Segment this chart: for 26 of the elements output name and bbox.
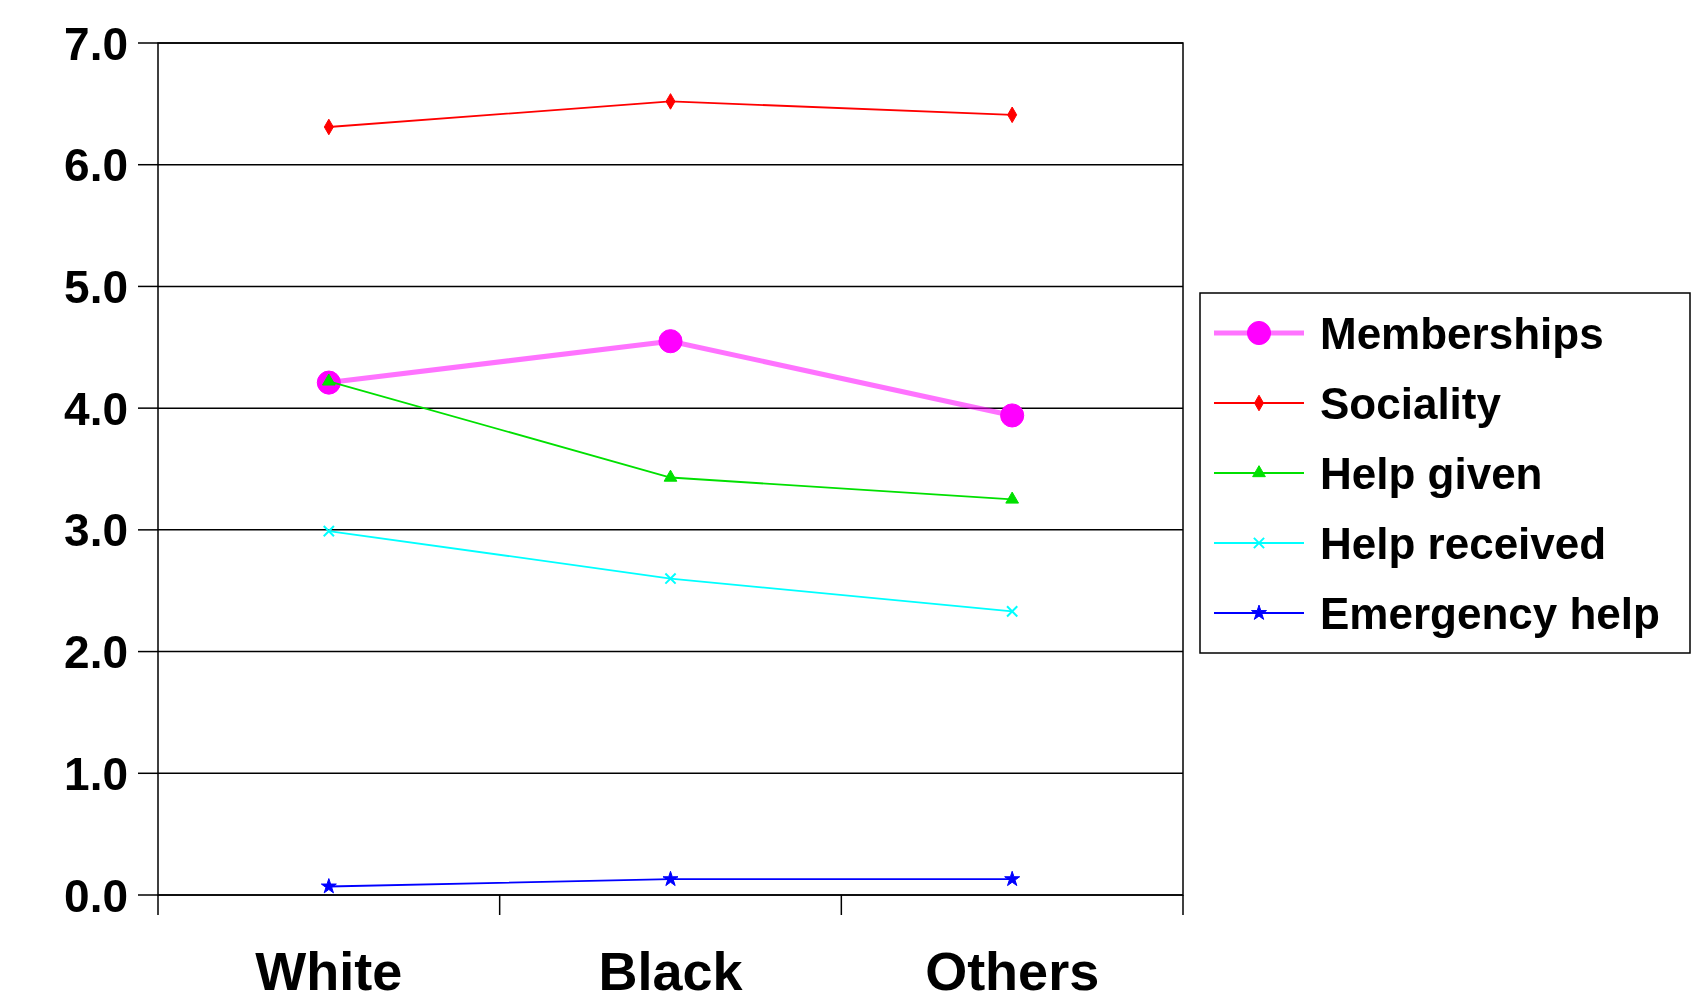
x-tick-label: Black (598, 941, 744, 1001)
x-tick-label: Others (925, 941, 1100, 1001)
legend-label: Emergency help (1320, 588, 1660, 638)
legend-label: Help given (1320, 448, 1543, 498)
legend-label: Memberships (1320, 308, 1604, 358)
legend-label: Sociality (1320, 378, 1502, 428)
y-tick-label: 1.0 (64, 747, 128, 800)
point (1005, 491, 1020, 504)
y-tick-label: 3.0 (64, 504, 128, 557)
y-tick-label: 2.0 (64, 626, 128, 679)
y-tick-label: 4.0 (64, 382, 128, 435)
point (1004, 870, 1021, 887)
point (664, 572, 677, 585)
legend-label: Help received (1320, 518, 1607, 568)
point (320, 878, 337, 894)
point (663, 469, 678, 482)
y-tick-label: 6.0 (64, 139, 128, 192)
point (1006, 605, 1019, 618)
point (322, 524, 335, 538)
point (658, 329, 683, 354)
y-tick-label: 7.0 (64, 17, 128, 70)
y-tick-label: 5.0 (64, 260, 128, 313)
x-tick-label: White (255, 941, 403, 1001)
y-tick-label: 0.0 (64, 869, 128, 922)
point (662, 870, 679, 887)
point (1000, 403, 1025, 428)
